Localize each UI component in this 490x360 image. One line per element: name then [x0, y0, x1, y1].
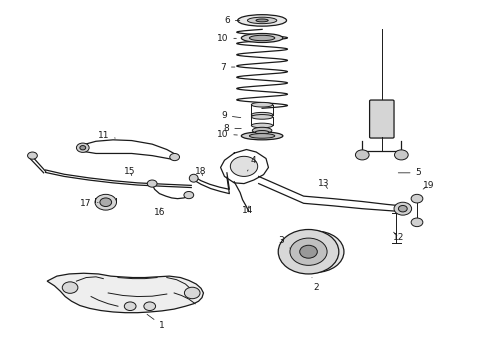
Text: 10: 10 [217, 34, 236, 43]
Text: 11: 11 [98, 131, 115, 140]
Circle shape [62, 282, 78, 293]
Text: 9: 9 [221, 111, 241, 120]
Text: 6: 6 [224, 16, 240, 25]
Text: 3: 3 [279, 237, 290, 248]
Ellipse shape [252, 127, 272, 134]
FancyBboxPatch shape [369, 100, 394, 138]
Circle shape [144, 302, 156, 311]
Ellipse shape [288, 231, 344, 273]
Circle shape [278, 229, 339, 274]
Circle shape [184, 192, 194, 199]
Text: 10: 10 [217, 130, 237, 139]
Circle shape [147, 180, 157, 187]
Text: 12: 12 [393, 232, 405, 242]
Circle shape [300, 245, 318, 258]
Ellipse shape [255, 131, 269, 134]
Text: 17: 17 [80, 199, 98, 208]
Text: 14: 14 [242, 206, 253, 215]
Circle shape [124, 302, 136, 311]
Ellipse shape [251, 112, 273, 117]
Text: 16: 16 [154, 208, 165, 217]
Circle shape [184, 287, 200, 299]
Circle shape [355, 150, 369, 160]
Text: 19: 19 [422, 181, 434, 190]
Circle shape [394, 202, 412, 215]
Ellipse shape [249, 134, 275, 138]
Polygon shape [47, 273, 203, 313]
Circle shape [95, 194, 117, 210]
Text: 5: 5 [398, 168, 421, 177]
Circle shape [100, 198, 112, 207]
Circle shape [411, 194, 423, 203]
Ellipse shape [242, 132, 283, 140]
Text: 15: 15 [124, 167, 136, 176]
Ellipse shape [256, 19, 268, 22]
Circle shape [170, 153, 179, 161]
Circle shape [394, 150, 408, 160]
Circle shape [80, 145, 86, 150]
Ellipse shape [251, 102, 273, 107]
Circle shape [398, 206, 407, 212]
Ellipse shape [189, 174, 198, 182]
Circle shape [411, 218, 423, 226]
Circle shape [230, 156, 258, 176]
Text: 13: 13 [318, 179, 330, 189]
Ellipse shape [238, 15, 287, 26]
Ellipse shape [251, 114, 273, 119]
Circle shape [27, 152, 37, 159]
Circle shape [290, 238, 327, 265]
Text: 1: 1 [147, 314, 165, 330]
Text: 2: 2 [312, 278, 318, 292]
Ellipse shape [242, 33, 283, 42]
Text: 18: 18 [196, 167, 207, 176]
Text: 4: 4 [247, 156, 257, 171]
Text: 7: 7 [220, 63, 235, 72]
Circle shape [76, 143, 89, 152]
Ellipse shape [249, 35, 275, 41]
Text: 8: 8 [223, 123, 241, 132]
Ellipse shape [247, 17, 277, 24]
Ellipse shape [251, 123, 273, 128]
